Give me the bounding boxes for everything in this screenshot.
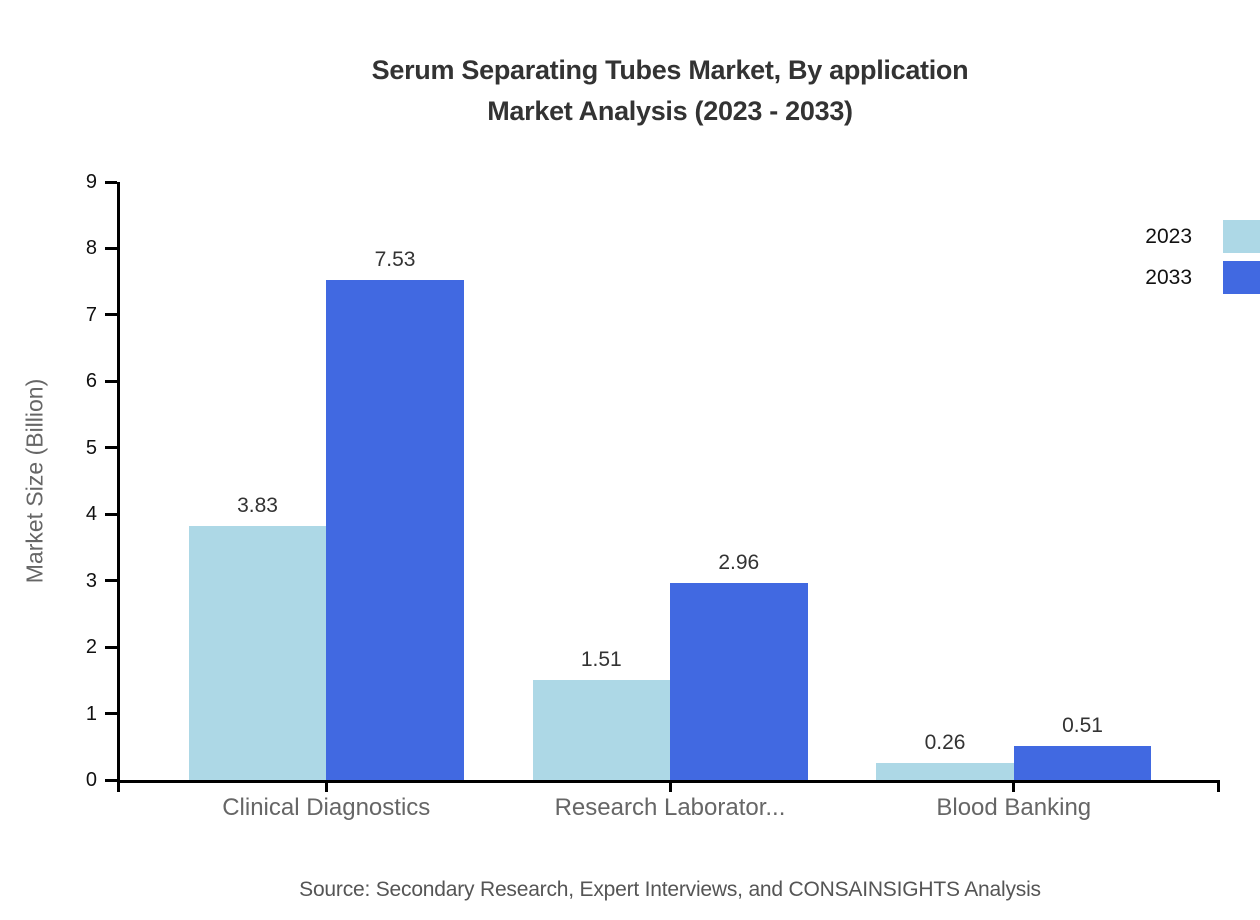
source-note: Source: Secondary Research, Expert Inter…	[299, 878, 1041, 901]
bar-2033-1	[670, 583, 808, 780]
bar-value-label: 0.26	[924, 730, 966, 754]
y-tick-label: 2	[85, 636, 97, 659]
y-tick-label: 1	[85, 702, 97, 725]
y-tick-label: 8	[85, 237, 97, 260]
bar-2033-2	[1013, 746, 1152, 780]
legend-swatch	[1223, 261, 1260, 294]
legend-label: 2033	[1145, 265, 1192, 289]
bar-2023-0	[188, 525, 327, 780]
x-axis-end-tick	[1217, 780, 1220, 792]
legend: 2023 2033	[1145, 220, 1260, 302]
bar-value-label: 1.51	[580, 647, 622, 671]
legend-swatch	[1223, 220, 1260, 253]
category-label: Research Laborator...	[554, 794, 786, 821]
bar-value-label: 7.53	[374, 247, 416, 271]
chart-subtitle: Market Analysis (2023 - 2033)	[487, 96, 853, 126]
bar-2023-1	[532, 679, 670, 780]
y-tick-label: 9	[85, 171, 97, 193]
y-tick-label: 5	[85, 436, 97, 459]
bar-value-label: 3.83	[237, 493, 278, 517]
y-tick-mark	[105, 379, 117, 383]
legend-label: 2023	[1145, 224, 1192, 248]
y-tick-label: 0	[85, 769, 97, 791]
y-tick-mark	[105, 712, 117, 716]
plot-area: 0 1 2 3 4 5 6 7 8 9 3.83 7.53 Clinical Diagnostics 1.…	[86, 172, 1220, 821]
x-tick-mark	[668, 780, 672, 792]
y-tick-label: 3	[85, 569, 97, 592]
y-axis-line	[117, 182, 120, 792]
legend-item-2023: 2023	[1145, 220, 1260, 253]
bar-2033-0	[326, 279, 464, 780]
y-tick-mark	[105, 446, 117, 450]
y-tick-label: 6	[85, 370, 97, 393]
y-tick-mark	[105, 778, 117, 782]
y-tick-mark	[105, 313, 117, 317]
y-tick-mark	[105, 579, 117, 583]
y-tick-mark	[105, 645, 117, 649]
y-tick-label: 4	[85, 503, 97, 526]
y-tick-mark	[105, 246, 117, 250]
chart-title: Serum Separating Tubes Market, By applic…	[371, 55, 969, 85]
y-axis-label: Market Size (Billion)	[21, 378, 48, 584]
y-tick-mark	[105, 512, 117, 516]
x-tick-mark	[324, 780, 328, 792]
bar-2023-2	[876, 762, 1014, 780]
category-label: Clinical Diagnostics	[222, 794, 431, 821]
y-tick-label: 7	[85, 303, 97, 326]
chart-title-block: Serum Separating Tubes Market, By applic…	[80, 50, 1260, 132]
x-tick-mark	[1012, 780, 1016, 792]
legend-item-2033: 2033	[1145, 261, 1260, 294]
bar-value-label: 2.96	[718, 551, 760, 575]
bar-value-label: 0.51	[1062, 714, 1103, 738]
category-label: Blood Banking	[936, 794, 1092, 821]
y-tick-mark	[105, 180, 117, 184]
